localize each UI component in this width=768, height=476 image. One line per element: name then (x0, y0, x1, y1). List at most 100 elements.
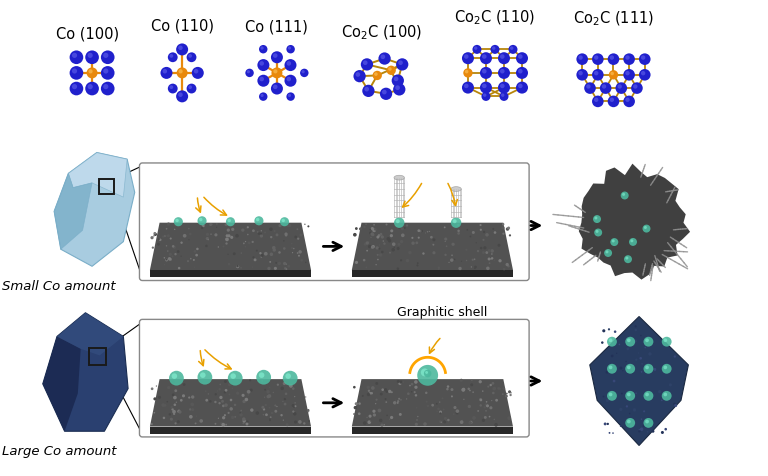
Circle shape (664, 366, 667, 369)
Circle shape (165, 259, 168, 261)
Circle shape (376, 264, 377, 265)
Circle shape (622, 370, 624, 371)
Circle shape (455, 412, 458, 415)
Circle shape (241, 394, 245, 397)
Circle shape (217, 246, 219, 248)
Circle shape (151, 387, 154, 390)
Circle shape (379, 233, 382, 236)
Circle shape (381, 235, 384, 238)
Text: Co$_2$C (100): Co$_2$C (100) (341, 24, 422, 42)
Circle shape (385, 398, 386, 400)
Bar (99, 179, 114, 194)
Circle shape (452, 219, 457, 223)
Circle shape (269, 387, 270, 388)
Circle shape (164, 264, 165, 265)
Circle shape (270, 261, 271, 263)
Ellipse shape (394, 175, 405, 180)
Circle shape (507, 227, 510, 229)
Circle shape (416, 407, 417, 408)
Circle shape (607, 364, 617, 374)
Circle shape (494, 259, 495, 261)
Circle shape (296, 252, 299, 254)
Circle shape (629, 413, 631, 414)
Circle shape (259, 45, 267, 53)
Circle shape (226, 234, 229, 237)
Circle shape (631, 82, 643, 94)
Circle shape (187, 84, 197, 93)
Circle shape (174, 253, 177, 255)
Circle shape (276, 384, 279, 386)
Circle shape (182, 394, 185, 397)
Circle shape (604, 423, 607, 426)
Circle shape (222, 405, 225, 407)
Circle shape (508, 265, 510, 268)
Circle shape (392, 248, 395, 251)
Circle shape (270, 236, 273, 238)
Circle shape (247, 226, 249, 228)
Circle shape (445, 246, 448, 247)
Circle shape (172, 393, 174, 396)
Circle shape (303, 422, 306, 425)
Circle shape (625, 418, 635, 428)
Circle shape (358, 412, 361, 415)
Circle shape (483, 93, 486, 97)
Text: Large Co NPs: Large Co NPs (161, 332, 243, 345)
Circle shape (622, 193, 625, 196)
Circle shape (172, 380, 175, 383)
Circle shape (270, 416, 272, 418)
Circle shape (625, 55, 630, 60)
Circle shape (371, 227, 374, 230)
Circle shape (625, 391, 635, 401)
Circle shape (267, 267, 270, 270)
Circle shape (72, 69, 77, 74)
Circle shape (397, 247, 400, 250)
Circle shape (101, 50, 114, 64)
Circle shape (298, 420, 302, 424)
Circle shape (592, 53, 604, 65)
Circle shape (455, 409, 459, 413)
Circle shape (284, 75, 296, 87)
Circle shape (300, 233, 303, 237)
Circle shape (445, 420, 446, 422)
Circle shape (498, 244, 501, 247)
Circle shape (164, 404, 167, 407)
Circle shape (419, 230, 422, 232)
Circle shape (643, 426, 644, 427)
Circle shape (223, 391, 226, 394)
Circle shape (466, 229, 468, 231)
Circle shape (491, 249, 494, 253)
Circle shape (284, 267, 286, 269)
Circle shape (174, 217, 183, 226)
Circle shape (594, 71, 598, 75)
Circle shape (651, 430, 654, 433)
Circle shape (233, 404, 237, 406)
Circle shape (190, 403, 194, 407)
Circle shape (594, 228, 602, 237)
Circle shape (173, 246, 176, 249)
Circle shape (305, 262, 306, 263)
Circle shape (644, 337, 654, 347)
Circle shape (427, 231, 429, 232)
Circle shape (411, 391, 412, 393)
Circle shape (669, 383, 672, 387)
Circle shape (389, 418, 390, 420)
Circle shape (384, 388, 387, 391)
Circle shape (429, 231, 430, 232)
Circle shape (293, 248, 295, 249)
Circle shape (252, 241, 253, 243)
Circle shape (224, 223, 227, 226)
Circle shape (264, 231, 266, 233)
Circle shape (161, 403, 165, 407)
Circle shape (233, 252, 236, 255)
Circle shape (240, 413, 243, 416)
Circle shape (292, 410, 294, 413)
Circle shape (257, 59, 270, 71)
Circle shape (298, 255, 300, 257)
Circle shape (499, 388, 502, 390)
Circle shape (273, 230, 276, 232)
Circle shape (260, 252, 262, 255)
Circle shape (259, 372, 264, 378)
Circle shape (584, 82, 596, 94)
Circle shape (625, 257, 628, 259)
Circle shape (634, 339, 637, 343)
